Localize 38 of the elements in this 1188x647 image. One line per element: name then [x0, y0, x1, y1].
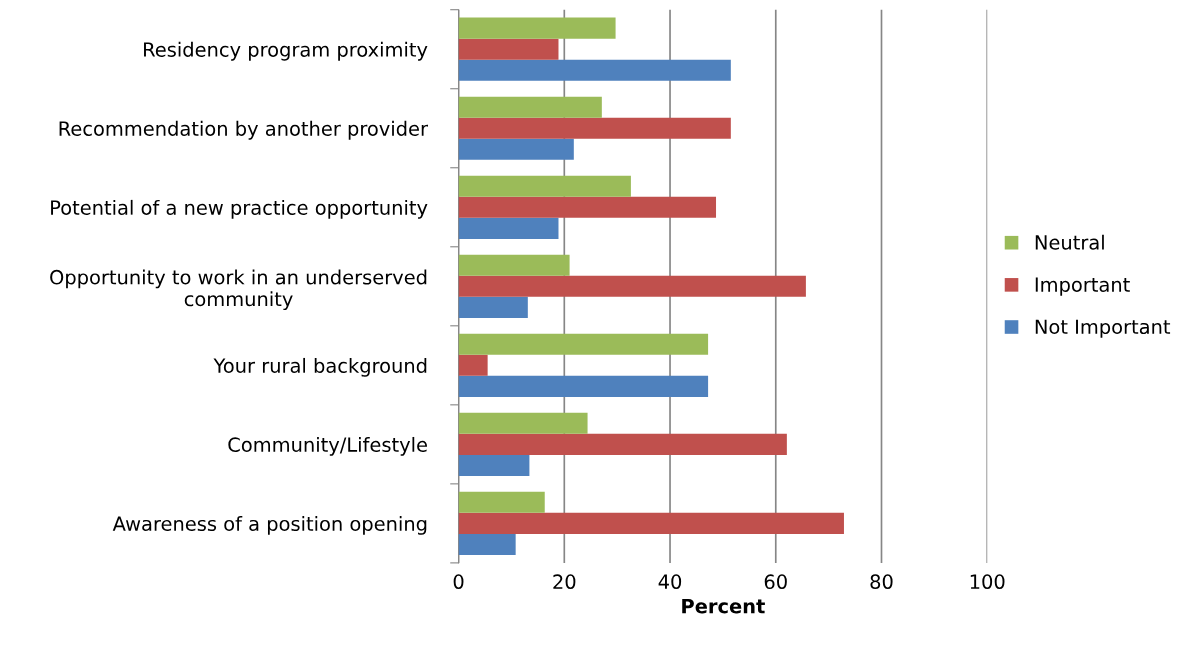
legend-label: Important	[1035, 277, 1130, 296]
bar	[458, 454, 530, 476]
x-tick-label: 100	[970, 574, 1005, 590]
x-tick-label: 20	[553, 574, 576, 590]
legend-label: Neutral	[1035, 234, 1104, 250]
bar	[458, 196, 717, 218]
bar	[458, 412, 588, 434]
y-tick-label: Awareness of a position opening	[112, 515, 427, 535]
x-tick-label: 80	[870, 574, 893, 590]
bar	[458, 175, 631, 197]
x-axis-title: Percent	[682, 598, 765, 614]
legend-label: Not Important	[1035, 319, 1171, 338]
bar	[458, 254, 570, 276]
bar	[458, 117, 731, 139]
bar	[458, 354, 488, 376]
x-tick-label: 0	[453, 574, 464, 590]
y-tick-label: Recommendation by another provider	[59, 120, 428, 140]
bar	[458, 375, 709, 397]
x-tick-label: 40	[658, 574, 682, 590]
bar	[458, 17, 616, 39]
bar	[458, 533, 516, 555]
y-tick-label: Your rural background	[213, 357, 427, 377]
bar	[458, 296, 528, 318]
bar	[458, 96, 602, 118]
bar	[458, 333, 709, 355]
x-tick-label: 60	[764, 574, 787, 590]
bar	[458, 491, 545, 513]
y-tick-label: Opportunity to work in an underserved community	[50, 269, 427, 311]
y-tick-label: Residency program proximity	[144, 41, 428, 61]
bar	[458, 138, 574, 160]
bar	[458, 433, 787, 455]
bar	[458, 59, 731, 81]
bar	[458, 275, 806, 297]
y-tick-label: Community/Lifestyle	[228, 436, 427, 456]
bar	[458, 217, 559, 239]
y-tick-label: Potential of a new practice opportunity	[51, 199, 428, 219]
bar	[458, 38, 559, 60]
bar	[458, 512, 844, 534]
